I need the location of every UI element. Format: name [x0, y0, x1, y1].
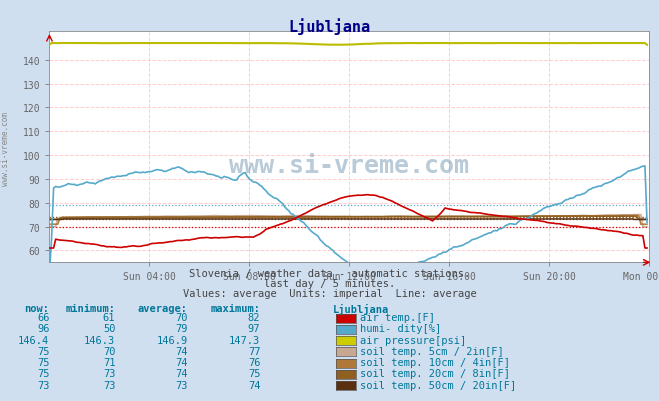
Text: average:: average:	[138, 303, 188, 313]
Text: 77: 77	[248, 346, 260, 356]
Text: soil temp. 10cm / 4in[F]: soil temp. 10cm / 4in[F]	[360, 357, 511, 367]
Text: 74: 74	[175, 346, 188, 356]
Text: last day / 5 minutes.: last day / 5 minutes.	[264, 279, 395, 289]
Text: 61: 61	[103, 312, 115, 322]
Text: 97: 97	[248, 324, 260, 334]
Text: www.si-vreme.com: www.si-vreme.com	[1, 111, 10, 185]
Text: maximum:: maximum:	[210, 303, 260, 313]
Text: air pressure[psi]: air pressure[psi]	[360, 335, 467, 345]
Text: 73: 73	[175, 380, 188, 390]
Text: Slovenia / weather data - automatic stations.: Slovenia / weather data - automatic stat…	[189, 269, 470, 279]
Text: air temp.[F]: air temp.[F]	[360, 312, 436, 322]
Text: 146.3: 146.3	[84, 335, 115, 345]
Text: 73: 73	[37, 380, 49, 390]
Text: Ljubljana: Ljubljana	[289, 18, 370, 35]
Text: now:: now:	[24, 303, 49, 313]
Text: 75: 75	[248, 369, 260, 379]
Text: soil temp. 20cm / 8in[F]: soil temp. 20cm / 8in[F]	[360, 369, 511, 379]
Text: 82: 82	[248, 312, 260, 322]
Text: 50: 50	[103, 324, 115, 334]
Text: Values: average  Units: imperial  Line: average: Values: average Units: imperial Line: av…	[183, 289, 476, 299]
Text: 71: 71	[103, 357, 115, 367]
Text: 79: 79	[175, 324, 188, 334]
Text: humi- dity[%]: humi- dity[%]	[360, 324, 442, 334]
Text: 74: 74	[175, 357, 188, 367]
Text: 76: 76	[248, 357, 260, 367]
Text: 73: 73	[103, 369, 115, 379]
Text: 66: 66	[37, 312, 49, 322]
Text: Ljubljana: Ljubljana	[333, 303, 389, 314]
Text: minimum:: minimum:	[65, 303, 115, 313]
Text: 75: 75	[37, 369, 49, 379]
Text: 146.9: 146.9	[157, 335, 188, 345]
Text: 146.4: 146.4	[18, 335, 49, 345]
Text: 75: 75	[37, 357, 49, 367]
Text: soil temp. 50cm / 20in[F]: soil temp. 50cm / 20in[F]	[360, 380, 517, 390]
Text: 74: 74	[175, 369, 188, 379]
Text: 147.3: 147.3	[229, 335, 260, 345]
Text: www.si-vreme.com: www.si-vreme.com	[229, 154, 469, 178]
Text: 96: 96	[37, 324, 49, 334]
Text: 73: 73	[103, 380, 115, 390]
Text: 75: 75	[37, 346, 49, 356]
Text: soil temp. 5cm / 2in[F]: soil temp. 5cm / 2in[F]	[360, 346, 504, 356]
Text: 74: 74	[248, 380, 260, 390]
Text: 70: 70	[175, 312, 188, 322]
Text: 70: 70	[103, 346, 115, 356]
